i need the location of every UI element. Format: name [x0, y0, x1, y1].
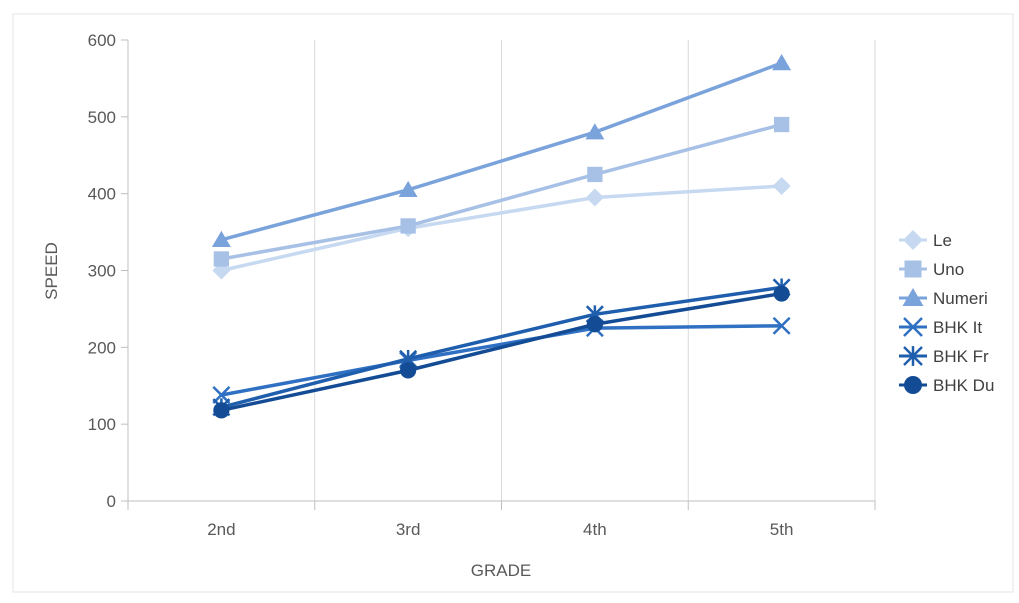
legend-label: BHK It	[933, 318, 982, 337]
x-tick-label: 2nd	[207, 520, 235, 539]
y-tick-label: 600	[88, 31, 116, 50]
y-tick-label: 200	[88, 338, 116, 357]
legend-item: BHK It	[899, 317, 982, 337]
axes: 0 100 200 300 400 500 600 2nd 3rd 4th 5th	[88, 31, 876, 539]
data-point	[400, 218, 416, 234]
x-axis-title: GRADE	[471, 561, 531, 580]
legend: Le Uno Numeri BHK It BHK Fr BHK Du	[899, 230, 994, 395]
data-point	[400, 362, 417, 379]
legend-marker	[903, 230, 923, 250]
series-line	[219, 61, 784, 242]
legend-item: BHK Fr	[899, 346, 989, 366]
data-point	[772, 176, 791, 195]
series-line	[219, 184, 784, 273]
data-point	[586, 316, 603, 333]
legend-marker	[904, 260, 922, 278]
series-line	[219, 285, 784, 410]
legend-item: BHK Du	[899, 376, 994, 395]
legend-marker	[902, 288, 924, 306]
legend-label: Le	[933, 231, 952, 250]
y-tick-label: 400	[88, 185, 116, 204]
x-tick-label: 5th	[770, 520, 794, 539]
data-point	[587, 166, 603, 183]
y-tick-label: 0	[107, 492, 116, 511]
data-point	[585, 188, 604, 207]
legend-item: Uno	[899, 260, 964, 279]
legend-marker	[903, 317, 923, 337]
data-point	[772, 54, 792, 71]
data-point	[585, 123, 605, 140]
y-tick-label: 500	[88, 108, 116, 127]
series-lines	[211, 54, 792, 419]
data-point	[398, 180, 418, 198]
legend-item: Numeri	[899, 288, 988, 308]
legend-marker	[904, 376, 922, 394]
data-point	[773, 285, 790, 302]
data-point	[211, 230, 231, 247]
legend-label: BHK Fr	[933, 347, 989, 366]
legend-item: Le	[899, 230, 952, 250]
x-tick-label: 4th	[583, 520, 607, 539]
series-numeri	[211, 54, 792, 247]
series-line	[219, 324, 784, 397]
gridlines	[314, 40, 876, 501]
y-tick-label: 300	[88, 262, 116, 281]
y-tick-label: 100	[88, 415, 116, 434]
legend-marker	[903, 346, 923, 366]
chart-border	[12, 13, 1014, 593]
series-bhk-du	[213, 285, 790, 419]
legend-label: Numeri	[933, 289, 988, 308]
data-point	[773, 116, 790, 133]
series-uno	[213, 116, 790, 267]
data-point	[213, 251, 230, 267]
series-line	[219, 122, 784, 261]
legend-label: BHK Du	[933, 376, 994, 395]
series-line	[219, 291, 784, 413]
legend-label: Uno	[933, 260, 964, 279]
data-point	[772, 316, 791, 335]
x-tick-label: 3rd	[396, 520, 421, 539]
y-axis-title: SPEED	[42, 242, 61, 300]
data-point	[213, 402, 230, 419]
